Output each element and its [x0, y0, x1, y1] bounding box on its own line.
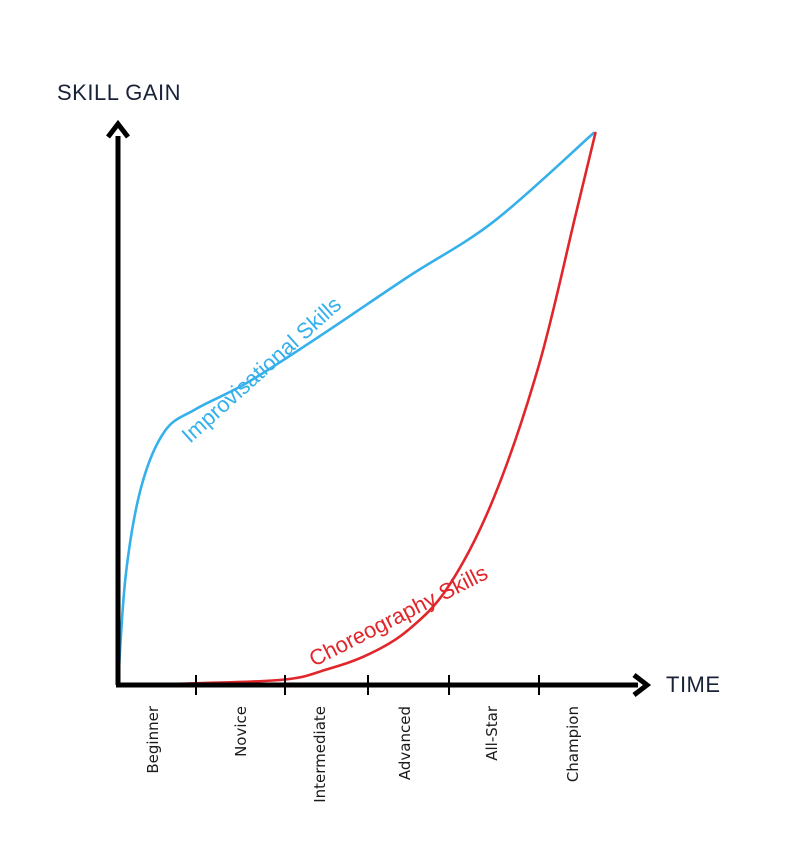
x-tick-label-intermediate: Intermediate [311, 706, 329, 803]
series-line-choreography-skills [116, 131, 597, 687]
series-label-choreography-skills: Choreography Skills [305, 560, 492, 672]
x-axis-title: TIME [666, 672, 721, 697]
x-tick-label-champion: Champion [564, 706, 582, 782]
series-layer [116, 131, 597, 687]
x-axis-arrow [632, 673, 652, 697]
axes-layer [106, 119, 652, 697]
x-tick-label-beginner: Beginner [144, 705, 162, 773]
y-axis-title: SKILL GAIN [57, 80, 181, 105]
x-axis-ticks: Beginner Novice Intermediate Advanced All-St… [144, 675, 582, 803]
x-tick-label-novice: Novice [232, 706, 250, 757]
series-line-improvisational-skills [116, 131, 595, 687]
series-label-improvisational-skills: Improvisational Skills [177, 292, 346, 448]
y-axis-arrow [106, 119, 130, 139]
series-labels: Improvisational Skills Choreography Skill… [177, 292, 492, 672]
x-tick-label-advanced: Advanced [396, 706, 414, 780]
x-tick-label-all-star: All-Star [483, 705, 501, 761]
